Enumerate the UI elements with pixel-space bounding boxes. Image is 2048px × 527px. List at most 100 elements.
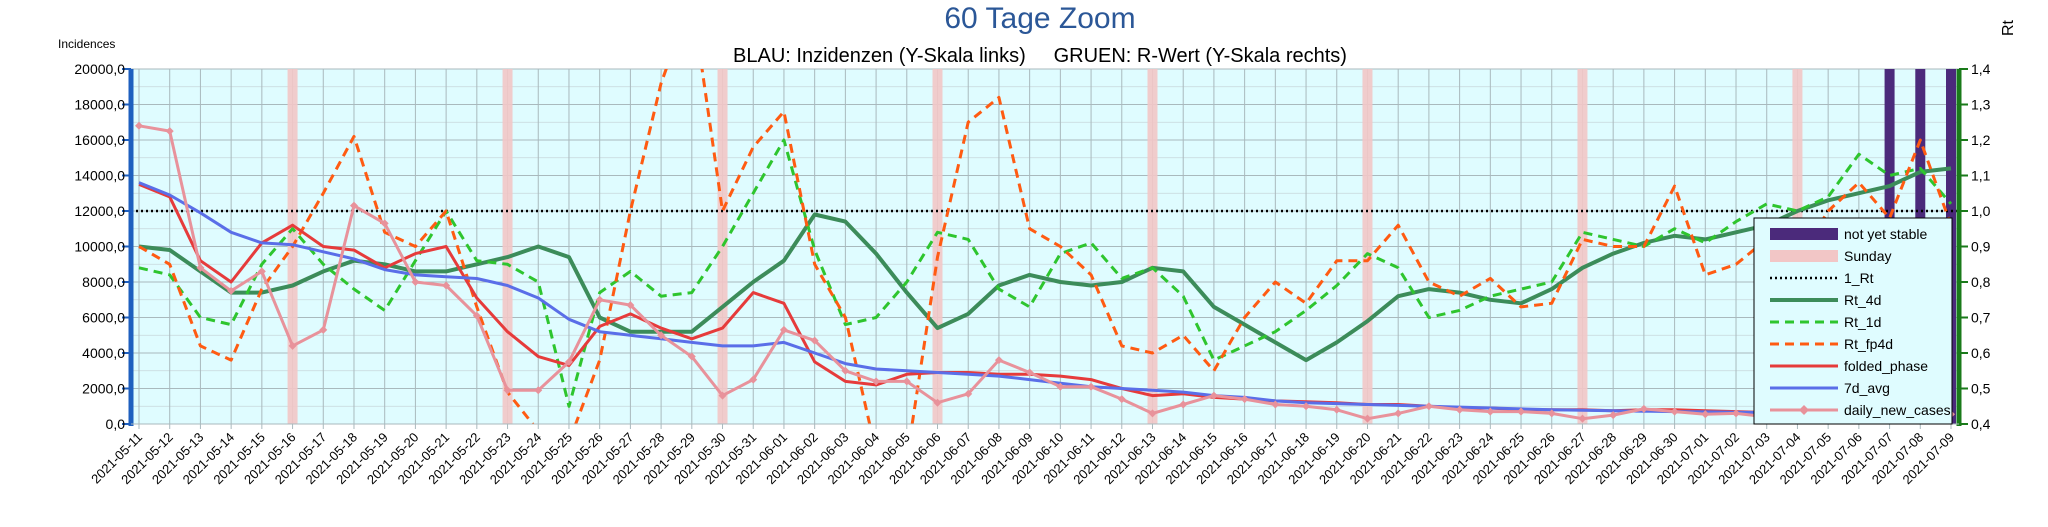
point-daily-new-cases [1240, 395, 1249, 404]
point-daily-new-cases [994, 356, 1003, 365]
left-axis-label: Incidences [58, 37, 115, 51]
right-tick-label: 0,9 [1971, 239, 1991, 255]
gridlines [131, 68, 1959, 425]
point-daily-new-cases [1455, 405, 1464, 414]
legend-label-rt-fp4d: Rt_fp4d [1844, 336, 1893, 352]
point-daily-new-cases [1117, 395, 1126, 404]
series-line-rt-fp4d [138, 69, 1953, 424]
point-daily-new-cases [534, 386, 543, 395]
point-daily-new-cases [1424, 402, 1433, 411]
point-daily-new-cases [933, 398, 942, 407]
sunday-bar [932, 69, 943, 424]
legend-swatch-not-yet-stable [1770, 228, 1838, 240]
legend: not yet stable Sunday 1_Rt Rt_4d Rt_1d Rt_fp4… [1753, 217, 1953, 425]
point-daily-new-cases [964, 389, 973, 398]
point-daily-new-cases [349, 201, 358, 210]
point-daily-new-cases [135, 121, 143, 130]
left-tick-label: 10000,0 [74, 239, 125, 255]
point-daily-new-cases [472, 311, 481, 320]
point-daily-new-cases [687, 352, 696, 361]
chart-title: 60 Tage Zoom [944, 2, 1135, 35]
right-tick-label: 0,5 [1971, 381, 1991, 397]
point-daily-new-cases [196, 263, 205, 272]
point-daily-new-cases [1271, 400, 1280, 409]
left-tick-label: 20000,0 [74, 61, 125, 77]
series-lines [131, 69, 1959, 424]
point-daily-new-cases [1394, 409, 1403, 418]
series-line-7d-avg [138, 181, 1952, 415]
point-daily-new-cases [1732, 409, 1741, 418]
sunday-bar [717, 69, 728, 424]
legend-label-rt-1d: Rt_1d [1844, 314, 1881, 330]
right-tick-label: 1,2 [1971, 132, 1991, 148]
point-daily-new-cases [810, 336, 819, 345]
point-daily-new-cases [595, 295, 604, 304]
point-daily-new-cases [902, 377, 911, 386]
legend-swatch-sunday [1770, 250, 1838, 262]
point-daily-new-cases [257, 267, 266, 276]
right-tick-label: 1,1 [1971, 168, 1991, 184]
series-line-rt-1d [138, 138, 1953, 408]
point-daily-new-cases [1609, 411, 1618, 420]
right-tick-label: 0,8 [1971, 274, 1991, 290]
point-daily-new-cases [626, 301, 635, 310]
point-daily-new-cases [411, 278, 420, 286]
legend-label-7d-avg: 7d_avg [1844, 380, 1890, 396]
left-tick-label: 6000,0 [82, 310, 125, 326]
point-daily-new-cases [165, 127, 174, 136]
point-daily-new-cases [1578, 414, 1587, 423]
point-daily-new-cases [657, 331, 666, 340]
point-daily-new-cases [718, 391, 727, 400]
point-daily-new-cases [872, 377, 881, 386]
right-axis-label: Rt [2000, 19, 2017, 36]
point-daily-new-cases [1670, 407, 1679, 416]
point-daily-new-cases [1025, 368, 1034, 377]
sunday-bar [1362, 69, 1373, 424]
legend-label-rt-4d: Rt_4d [1844, 292, 1881, 308]
point-daily-new-cases [227, 286, 236, 295]
point-daily-new-cases [1486, 407, 1495, 416]
point-daily-new-cases [319, 325, 328, 334]
point-daily-new-cases [1517, 407, 1526, 416]
point-daily-new-cases [503, 386, 512, 395]
point-daily-new-cases [1056, 382, 1065, 391]
right-tick-label: 1,4 [1971, 61, 1991, 77]
point-daily-new-cases [841, 366, 850, 375]
point-daily-new-cases [1332, 405, 1341, 414]
legend-marker [1799, 405, 1809, 415]
point-daily-new-cases [749, 375, 758, 384]
point-daily-new-cases [1701, 410, 1710, 419]
point-daily-new-cases [1302, 402, 1311, 411]
legend-label-daily-new-cases: daily_new_cases [1844, 402, 1951, 418]
right-tick-label: 1,0 [1971, 203, 1991, 219]
point-daily-new-cases [779, 325, 788, 334]
left-tick-label: 18000,0 [74, 97, 125, 113]
legend-label-1-rt: 1_Rt [1844, 270, 1874, 286]
left-tick-label: 0,0 [106, 416, 126, 432]
series-line-daily-new-cases [138, 124, 1952, 421]
point-daily-new-cases [1547, 409, 1556, 418]
left-tick-label: 12000,0 [74, 203, 125, 219]
point-daily-new-cases [380, 219, 389, 228]
point-daily-new-cases [442, 281, 451, 290]
point-daily-new-cases [1087, 382, 1096, 391]
right-tick-label: 0,6 [1971, 345, 1991, 361]
point-daily-new-cases [1209, 391, 1218, 400]
right-tick-label: 0,7 [1971, 310, 1991, 326]
left-tick-label: 14000,0 [74, 168, 125, 184]
series-line-rt-4d [138, 166, 1952, 363]
right-tick-label: 1,3 [1971, 97, 1991, 113]
left-tick-label: 8000,0 [82, 274, 125, 290]
legend-label-not-yet-stable: not yet stable [1844, 226, 1927, 242]
point-daily-new-cases [564, 357, 573, 366]
point-daily-new-cases [1179, 400, 1188, 409]
point-daily-new-cases [288, 341, 297, 350]
sunday-bar [1147, 69, 1158, 424]
left-tick-label: 16000,0 [74, 132, 125, 148]
point-daily-new-cases [1639, 404, 1648, 413]
legend-label-sunday: Sunday [1844, 248, 1891, 264]
sunday-bar [1577, 69, 1588, 424]
left-tick-label: 2000,0 [82, 381, 125, 397]
sunday-bar [502, 69, 513, 424]
right-tick-label: 0,4 [1971, 416, 1991, 432]
